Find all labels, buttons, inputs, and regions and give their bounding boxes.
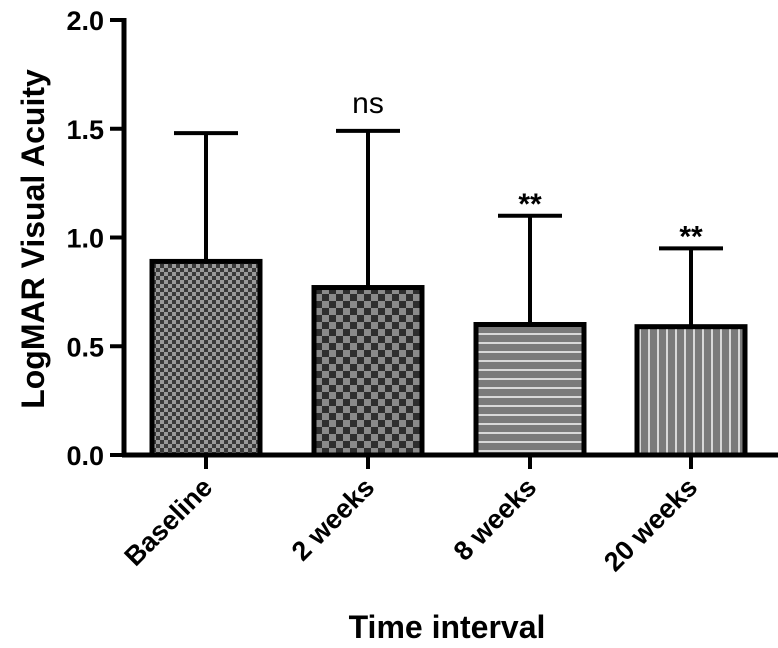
y-tick-label: 2.0 xyxy=(66,6,104,36)
x-axis-title: Time interval xyxy=(349,609,546,645)
x-tick-label: Baseline xyxy=(118,472,218,572)
bar xyxy=(634,324,748,458)
x-tick-label: 8 weeks xyxy=(448,472,542,566)
bar xyxy=(149,258,263,458)
x-tick-label: 2 weeks xyxy=(286,472,380,566)
y-tick-label: 0.0 xyxy=(66,441,104,471)
y-axis-title: LogMAR Visual Acuity xyxy=(15,69,51,409)
bar xyxy=(473,322,587,458)
y-tick-label: 1.5 xyxy=(66,115,104,145)
plot-area: ns ** ** xyxy=(149,87,748,458)
significance-label: ns xyxy=(352,87,384,120)
y-tick-label: 1.0 xyxy=(66,224,104,254)
significance-label: ** xyxy=(518,188,542,221)
x-tick-label: 20 weeks xyxy=(598,472,703,577)
bar xyxy=(311,285,425,458)
y-tick-label: 0.5 xyxy=(66,332,104,362)
significance-label: ** xyxy=(679,220,703,253)
